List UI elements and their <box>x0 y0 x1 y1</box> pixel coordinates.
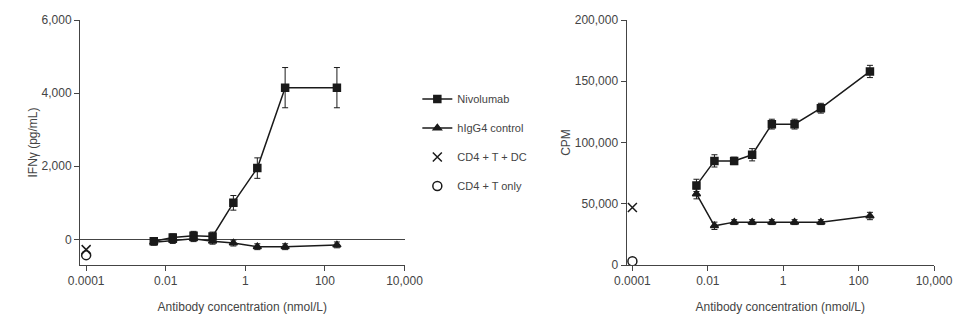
svg-text:0.0001: 0.0001 <box>68 274 105 288</box>
svg-text:50,000: 50,000 <box>581 197 618 211</box>
svg-text:100,000: 100,000 <box>575 136 619 150</box>
svg-text:150,000: 150,000 <box>575 74 619 88</box>
svg-text:0.0001: 0.0001 <box>614 274 651 288</box>
svg-text:CPM: CPM <box>559 129 573 156</box>
svg-text:100: 100 <box>315 274 335 288</box>
svg-text:1: 1 <box>242 274 249 288</box>
svg-text:4,000: 4,000 <box>42 86 72 100</box>
svg-text:CD4 + T + DC: CD4 + T + DC <box>457 151 526 163</box>
svg-text:IFNγ (pg/mL): IFNγ (pg/mL) <box>26 107 40 177</box>
svg-text:10,000: 10,000 <box>916 274 953 288</box>
svg-text:2,000: 2,000 <box>42 159 72 173</box>
svg-text:0.01: 0.01 <box>154 274 178 288</box>
svg-text:10,000: 10,000 <box>386 274 423 288</box>
svg-text:0: 0 <box>611 258 618 272</box>
svg-text:1: 1 <box>780 274 787 288</box>
svg-text:hIgG4 control: hIgG4 control <box>457 122 523 134</box>
svg-text:Antibody concentration (nmol/L: Antibody concentration (nmol/L) <box>158 300 327 314</box>
svg-text:200,000: 200,000 <box>575 13 619 27</box>
svg-text:CD4 + T only: CD4 + T only <box>457 180 522 192</box>
svg-text:0: 0 <box>65 233 72 247</box>
svg-text:6,000: 6,000 <box>42 13 72 27</box>
svg-text:0.01: 0.01 <box>696 274 720 288</box>
svg-text:Nivolumab: Nivolumab <box>457 93 509 105</box>
svg-text:100: 100 <box>849 274 869 288</box>
svg-text:Antibody concentration (nmol/L: Antibody concentration (nmol/L) <box>696 300 865 314</box>
